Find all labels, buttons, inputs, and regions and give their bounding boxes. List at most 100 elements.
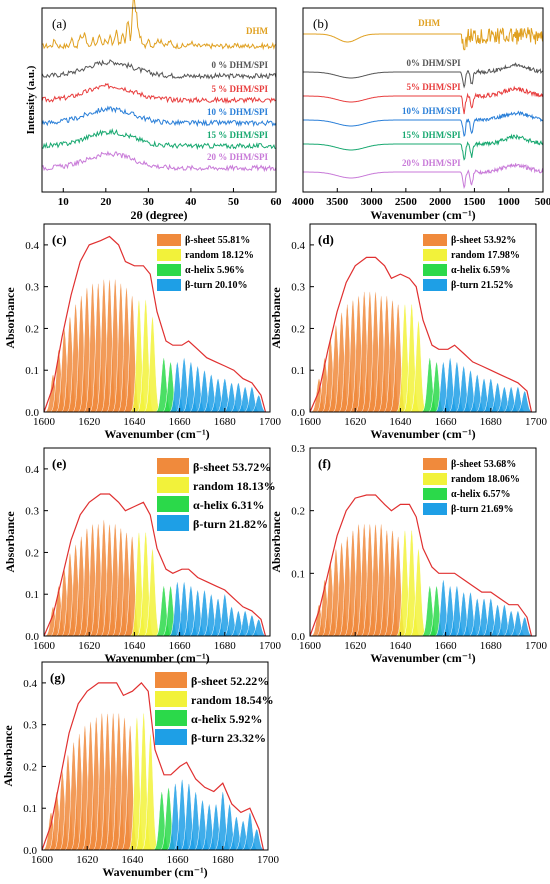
legend-swatch [423, 279, 447, 291]
ftir-series-line [303, 85, 544, 115]
x-tick-label: 30 [143, 196, 155, 208]
envelope-line [309, 256, 533, 413]
series-label: 5% DHM/SPI [406, 82, 461, 92]
x-tick-label: 3500 [326, 196, 349, 208]
y-tick-label: 0.1 [23, 803, 37, 815]
series-label: 0 % DHM/SPI [211, 60, 268, 70]
x-tick-label: 1680 [214, 416, 237, 428]
x-tick-label: 1660 [435, 416, 458, 428]
x-tick-label: 1680 [214, 640, 237, 652]
plot-frame [302, 7, 544, 193]
y-tick-label: 0.0 [291, 407, 305, 419]
xrd-series-line [41, 127, 277, 151]
legend-swatch [423, 473, 447, 485]
legend-swatch [157, 249, 181, 261]
legend-swatch [155, 691, 187, 707]
y-axis-label: Absorbance [269, 287, 283, 349]
x-tick-label: 1660 [435, 640, 458, 652]
legend-label: β-turn 23.32% [191, 731, 266, 745]
legend-label: β-turn 21.69% [451, 504, 514, 515]
panel-g: 1600 1620 1640 1660 1680 1700 0.0 0.1 0.2 0.3 0.4 W… [1, 661, 280, 879]
legend-label: random 17.98% [451, 250, 520, 261]
panel-label: (c) [52, 232, 66, 247]
ftir-series-line [303, 110, 544, 137]
y-tick-label: 0.2 [25, 547, 39, 559]
legend-label: α-helix 5.92% [191, 712, 262, 726]
legend-swatch [157, 279, 181, 291]
x-tick-label: 1500 [463, 196, 486, 208]
x-tick-label: 2500 [395, 196, 418, 208]
legend-swatch [423, 234, 447, 246]
legend-label: β-sheet 53.92% [451, 235, 516, 246]
x-tick-label: 1620 [78, 416, 101, 428]
y-tick-label: 0.3 [25, 282, 39, 294]
y-axis-label: Absorbance [1, 725, 15, 787]
legend-label: random 18.12% [185, 250, 254, 261]
x-tick-label: 1700 [259, 416, 282, 428]
x-tick-label: 1600 [31, 854, 54, 866]
legend-label: β-turn 21.82% [193, 517, 268, 531]
xrd-series-line [41, 105, 277, 128]
legend-swatch [157, 234, 181, 246]
envelope-line [43, 493, 267, 637]
x-tick-label: 500 [535, 196, 550, 208]
x-tick-label: 1700 [525, 416, 548, 428]
ftir-series-line [303, 163, 544, 190]
y-tick-label: 0.1 [291, 568, 305, 580]
y-tick-label: 0.3 [291, 443, 305, 455]
panel-b: DHM 0% DHM/SPI 5% DHM/SPI 10% DHM/SPI 15% DH… [292, 7, 550, 222]
x-tick-label: 10 [58, 196, 70, 208]
series-label: 20% DHM/SPI [402, 158, 461, 168]
y-axis-label: Absorbance [269, 511, 283, 573]
y-tick-label: 0.2 [291, 506, 305, 518]
envelope-line [43, 235, 267, 413]
legend-swatch [157, 458, 189, 474]
plot-frame [43, 447, 271, 637]
series-label: 5 % DHM/SPI [211, 84, 268, 94]
series-label: 10% DHM/SPI [402, 106, 461, 116]
y-tick-label: 0.3 [23, 720, 37, 732]
legend-swatch [423, 264, 447, 276]
x-tick-label: 1640 [123, 416, 146, 428]
plot-frame [41, 7, 277, 193]
x-tick-label: 1660 [169, 640, 192, 652]
y-tick-label: 0.2 [291, 323, 305, 335]
y-tick-label: 0.1 [25, 589, 39, 601]
x-tick-label: 1640 [121, 854, 144, 866]
x-tick-label: 1640 [123, 640, 146, 652]
panel-f: 1600 1620 1640 1660 1680 1700 0.0 0.1 0.2 0.3 Wave… [269, 443, 548, 665]
x-tick-label: 1600 [33, 640, 56, 652]
legend-label: β-turn 20.10% [185, 280, 248, 291]
y-tick-label: 0.0 [25, 407, 39, 419]
legend-label: β-sheet 55.81% [185, 235, 250, 246]
y-tick-label: 0.3 [25, 506, 39, 518]
y-tick-label: 0.0 [25, 631, 39, 643]
plot-frame [41, 661, 269, 851]
legend-label: random 18.54% [191, 693, 274, 707]
x-tick-label: 1620 [78, 640, 101, 652]
legend-label: β-sheet 53.68% [451, 459, 516, 470]
x-tick-label: 1680 [480, 640, 503, 652]
legend-swatch [423, 488, 447, 500]
y-tick-label: 0.0 [291, 631, 305, 643]
series-label: 15 % DHM/SPI [207, 130, 268, 140]
legend-label: α-helix 6.57% [451, 489, 510, 500]
ftir-series-line [303, 62, 544, 89]
x-axis-label: Wavenumber (cm⁻¹) [104, 427, 209, 441]
x-axis-label: Wavenumber (cm⁻¹) [104, 651, 209, 665]
plot-frame [309, 223, 537, 413]
x-tick-label: 1640 [389, 416, 412, 428]
legend-swatch [157, 477, 189, 493]
y-axis-label: Absorbance [3, 511, 17, 573]
panel-d: 1600 1620 1640 1660 1680 1700 0.0 0.1 0.2 0.3 0.4 W… [269, 223, 548, 441]
plot-frame [309, 447, 537, 637]
x-tick-label: 2000 [429, 196, 452, 208]
x-tick-label: 1680 [480, 416, 503, 428]
x-tick-label: 1680 [212, 854, 235, 866]
series-label: 15% DHM/SPI [402, 130, 461, 140]
legend-swatch [155, 672, 187, 688]
x-tick-label: 50 [228, 196, 240, 208]
series-label: 20 % DHM/SPI [207, 152, 268, 162]
x-tick-label: 4000 [292, 196, 315, 208]
